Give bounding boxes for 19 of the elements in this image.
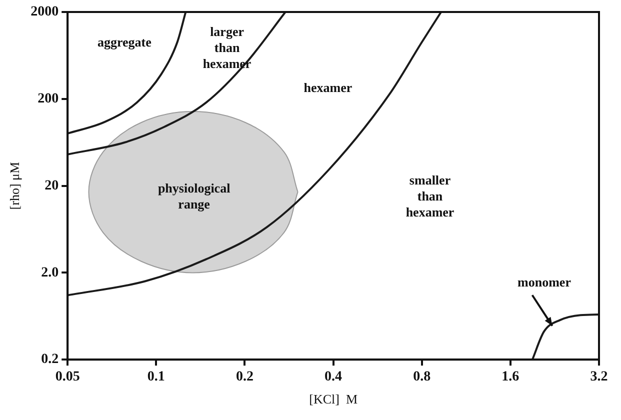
x-axis-title: [KCl] M (309, 392, 358, 407)
annotation: smaller than hexamer (406, 172, 454, 220)
annotation: aggregate (98, 34, 152, 50)
x-tick-label: 0.8 (413, 370, 431, 385)
x-tick-label: 0.1 (147, 370, 165, 385)
y-tick-label: 2000 (30, 4, 59, 20)
annotation: monomer (518, 274, 572, 290)
x-tick-label: 1.6 (502, 370, 520, 385)
x-tick-label: 0.2 (236, 370, 254, 385)
annotation: hexamer (304, 80, 352, 96)
y-tick-label: 2.0 (41, 265, 59, 280)
y-tick-label: 20 (44, 178, 59, 194)
x-tick-label: 0.05 (55, 370, 80, 385)
annotation: physiological range (158, 180, 231, 212)
y-axis-title: [rho] μM (7, 161, 22, 210)
x-tick-label: 3.2 (590, 370, 608, 385)
y-tick-label: 200 (38, 92, 59, 107)
x-tick-label: 0.4 (324, 370, 342, 385)
y-tick-label: 0.2 (41, 352, 59, 368)
